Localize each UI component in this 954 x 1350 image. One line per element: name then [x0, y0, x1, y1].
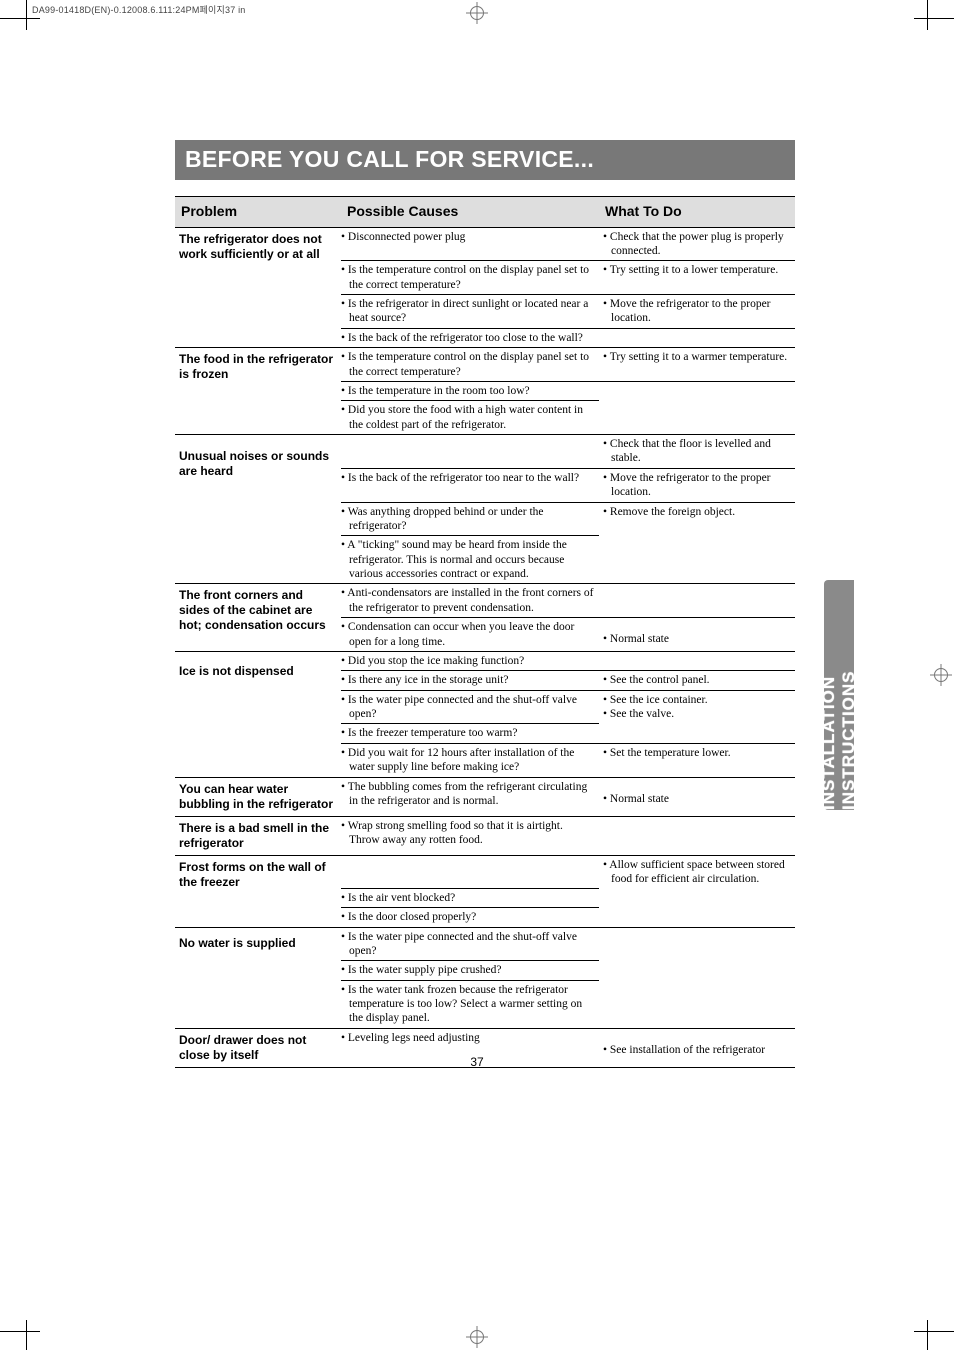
cause-text: • Did you store the food with a high wat…	[341, 403, 595, 432]
problem-label: The refrigerator does not work sufficien…	[175, 227, 341, 348]
cause-text: • Anti-condensators are installed in the…	[341, 586, 595, 615]
table-row: You can hear water bubbling in the refri…	[175, 777, 795, 816]
page-number: 37	[0, 1055, 954, 1069]
cause-text: • Did you stop the ice making function?	[341, 654, 595, 668]
registration-mark-icon	[466, 2, 488, 24]
cause-text: • Did you wait for 12 hours after instal…	[341, 746, 595, 775]
crop-mark	[914, 18, 954, 19]
registration-mark-icon	[930, 664, 952, 686]
content-area: BEFORE YOU CALL FOR SERVICE... Problem P…	[175, 140, 795, 1068]
cause-text: • Is the temperature control on the disp…	[341, 263, 595, 292]
crop-mark	[927, 0, 928, 30]
registration-mark-icon	[466, 1326, 488, 1348]
crop-mark	[0, 1331, 40, 1332]
cause-text: • Condensation can occur when you leave …	[341, 620, 595, 649]
crop-mark	[0, 18, 40, 19]
cause-text: • Is the water tank frozen because the r…	[341, 983, 595, 1026]
problem-label: You can hear water bubbling in the refri…	[175, 777, 341, 816]
cause-text: • The bubbling comes from the refrigeran…	[341, 780, 595, 809]
table-row: The front corners and sides of the cabin…	[175, 584, 795, 618]
cause-text: • Disconnected power plug	[341, 230, 595, 244]
header-todo: What To Do	[599, 197, 795, 228]
header-problem: Problem	[175, 197, 341, 228]
cause-text: • Is the air vent blocked?	[341, 891, 595, 905]
crop-mark	[927, 1320, 928, 1350]
todo-text: • Set the temperature lower.	[603, 746, 791, 760]
todo-text: • Try setting it to a lower temperature.	[603, 263, 791, 277]
todo-text: • Normal state	[603, 632, 791, 646]
side-tab: INSTALLATION INSTRUCTIONS	[824, 580, 854, 810]
problem-label: There is a bad smell in the refrigerator	[175, 816, 341, 855]
cause-text: • Leveling legs need adjusting	[341, 1031, 595, 1045]
cause-text: • Is the freezer temperature too warm?	[341, 726, 595, 740]
cause-text: • Is the back of the refrigerator too ne…	[341, 471, 595, 485]
problem-label: The front corners and sides of the cabin…	[175, 584, 341, 652]
table-header-row: Problem Possible Causes What To Do	[175, 197, 795, 228]
todo-text: • Move the refrigerator to the proper lo…	[603, 297, 791, 326]
print-header-line: DA99-01418D(EN)-0.12008.6.111:24PM페이지37 …	[32, 3, 246, 16]
problem-label: Ice is not dispensed	[175, 651, 341, 777]
problem-label: Frost forms on the wall of the freezer	[175, 855, 341, 927]
header-causes: Possible Causes	[341, 197, 599, 228]
cause-text: • Is the back of the refrigerator too cl…	[341, 331, 595, 345]
troubleshooting-table: Problem Possible Causes What To Do The r…	[175, 196, 795, 1068]
crop-mark	[26, 0, 27, 30]
cause-text: • Is the water supply pipe crushed?	[341, 963, 595, 977]
cause-text: • Wrap strong smelling food so that it i…	[341, 819, 595, 848]
cause-text: • Is the water pipe connected and the sh…	[341, 930, 595, 959]
cause-text: • Is the refrigerator in direct sunlight…	[341, 297, 595, 326]
side-tab-label: INSTALLATION INSTRUCTIONS	[819, 580, 859, 810]
todo-text: • Check that the floor is levelled and s…	[603, 437, 791, 466]
cause-text: • Was anything dropped behind or under t…	[341, 505, 595, 534]
problem-label: The food in the refrigerator is frozen	[175, 348, 341, 435]
todo-text: • See the valve.	[603, 707, 791, 721]
page-title: BEFORE YOU CALL FOR SERVICE...	[175, 140, 795, 180]
cause-text: • A "ticking" sound may be heard from in…	[341, 538, 595, 581]
crop-mark	[914, 1331, 954, 1332]
todo-text: • Move the refrigerator to the proper lo…	[603, 471, 791, 500]
table-row: The refrigerator does not work sufficien…	[175, 227, 795, 261]
problem-label: Unusual noises or sounds are heard	[175, 435, 341, 584]
table-row: No water is supplied • Is the water pipe…	[175, 927, 795, 961]
crop-mark	[26, 1320, 27, 1350]
table-row: There is a bad smell in the refrigerator…	[175, 816, 795, 855]
cause-text: • Is the door closed properly?	[341, 910, 595, 924]
table-row: Ice is not dispensed • Did you stop the …	[175, 651, 795, 670]
cause-text: • Is the water pipe connected and the sh…	[341, 693, 595, 722]
problem-label: No water is supplied	[175, 927, 341, 1028]
cause-text: • Is the temperature control on the disp…	[341, 350, 595, 379]
todo-text: • Normal state	[603, 792, 791, 806]
table-row: Frost forms on the wall of the freezer •…	[175, 855, 795, 888]
todo-text: • Check that the power plug is properly …	[603, 230, 791, 259]
table-row: The food in the refrigerator is frozen •…	[175, 348, 795, 382]
todo-text: • Remove the foreign object.	[603, 505, 791, 519]
table-row: Unusual noises or sounds are heard • Che…	[175, 435, 795, 469]
todo-text: • Try setting it to a warmer temperature…	[603, 350, 791, 364]
cause-text: • Is the temperature in the room too low…	[341, 384, 595, 398]
todo-text: • See the control panel.	[603, 673, 791, 687]
cause-text: • Is there any ice in the storage unit?	[341, 673, 595, 687]
page-root: DA99-01418D(EN)-0.12008.6.111:24PM페이지37 …	[0, 0, 954, 1350]
todo-text: • See the ice container.	[603, 693, 791, 707]
todo-text: • Allow sufficient space between stored …	[603, 858, 791, 887]
